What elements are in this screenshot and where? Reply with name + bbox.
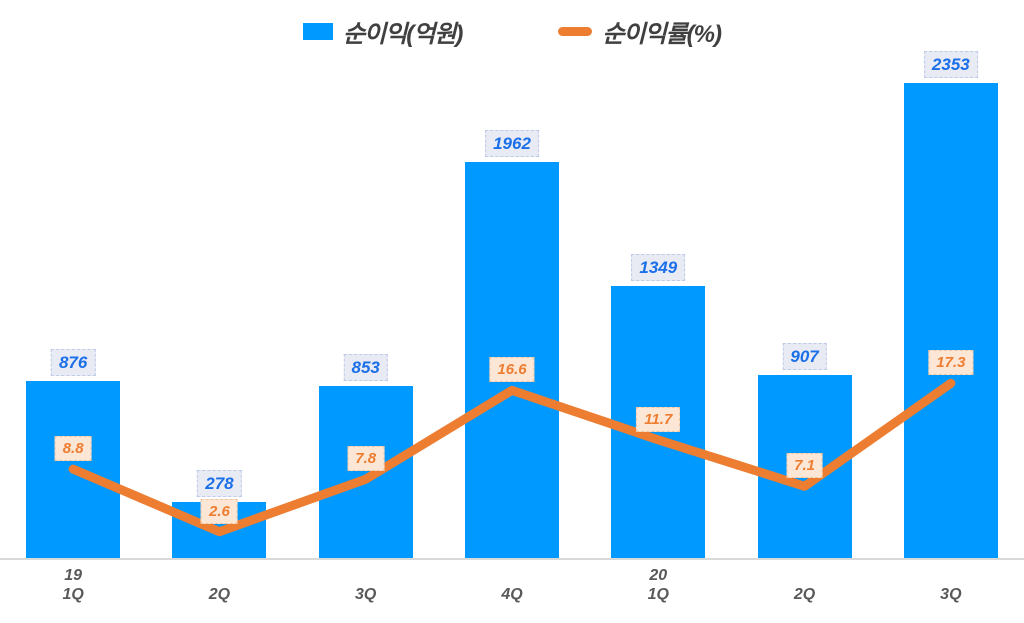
x-axis-label-3Q: 3Q [940, 586, 962, 603]
x-axis-label-2Q: 2Q [793, 586, 816, 603]
x-axis-label-3Q: 3Q [355, 586, 377, 603]
bar-3Q [318, 385, 413, 558]
legend-item-net-margin: 순이익률(%) [558, 14, 722, 49]
legend-label-net-margin: 순이익률(%) [602, 21, 722, 48]
bar-3Q [903, 82, 998, 558]
line-value-label: 16.6 [489, 357, 535, 383]
bar-value-label: 2353 [923, 50, 978, 78]
line-value-label: 17.3 [928, 350, 974, 376]
line-series-swatch-icon [558, 27, 593, 36]
legend-label-net-profit: 순이익(억원) [342, 21, 463, 48]
bar-value-label: 278 [197, 469, 242, 497]
line-value-label: 11.7 [636, 406, 681, 432]
bar-value-label: 907 [782, 342, 827, 370]
legend: 순이익(억원) 순이익률(%) [0, 14, 1024, 49]
bar-value-label: 876 [50, 349, 96, 377]
x-axis-label-19-1Q: 19 1Q [62, 567, 84, 603]
bar-value-label: 853 [343, 353, 388, 381]
line-value-label: 8.8 [54, 436, 92, 462]
x-axis-line [0, 558, 1024, 560]
x-axis-label-4Q: 4Q [501, 586, 523, 603]
bar-value-label: 1349 [631, 253, 686, 281]
bar-value-label: 1962 [485, 129, 539, 157]
bar-1Q [26, 381, 121, 558]
line-value-label: 7.1 [786, 453, 823, 479]
legend-item-net-profit: 순이익(억원) [302, 14, 463, 49]
bar-series-swatch-icon [302, 23, 333, 40]
x-axis-label-20-1Q: 20 1Q [647, 567, 669, 603]
line-value-label: 7.8 [347, 446, 385, 472]
line-value-label: 2.6 [200, 498, 238, 524]
x-axis-label-2Q: 2Q [208, 586, 231, 603]
